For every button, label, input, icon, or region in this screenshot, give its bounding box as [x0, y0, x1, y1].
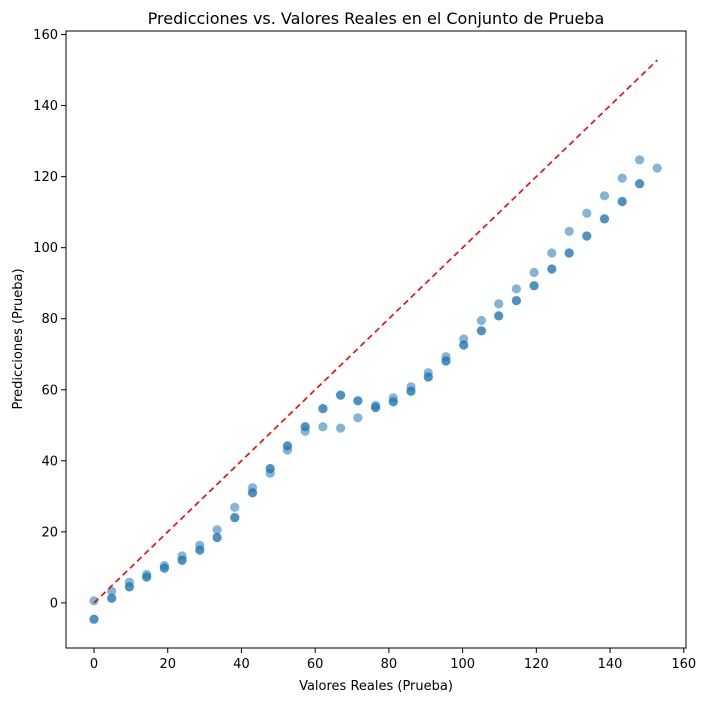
data-point-75: [529, 267, 539, 278]
x-tick-label-40: 40: [233, 657, 250, 672]
data-point-72: [511, 284, 521, 294]
data-point-14: [159, 563, 169, 573]
data-point-17: [177, 555, 187, 565]
data-point-0: [89, 596, 99, 606]
y-tick-label-60: 60: [41, 383, 58, 398]
y-tick-label-0: 0: [50, 596, 58, 611]
data-point-96: [652, 163, 662, 173]
data-point-24: [230, 502, 240, 512]
data-point-68: [476, 326, 486, 336]
x-tick-label-120: 120: [524, 657, 549, 672]
x-tick-label-140: 140: [598, 657, 623, 672]
chart-title: Predicciones vs. Valores Reales en el Co…: [148, 9, 605, 28]
x-tick-label-100: 100: [450, 657, 475, 672]
data-point-45: [353, 413, 363, 423]
x-tick-label-60: 60: [307, 657, 324, 672]
x-tick-label-160: 160: [671, 657, 696, 672]
data-point-35: [282, 441, 293, 451]
data-point-87: [599, 191, 610, 201]
data-point-80: [547, 264, 557, 274]
data-point-78: [547, 248, 557, 258]
data-point-8: [124, 582, 134, 592]
y-tick-label-80: 80: [41, 312, 58, 327]
data-point-66: [476, 315, 486, 326]
data-point-42: [336, 423, 346, 433]
data-point-74: [511, 296, 521, 306]
data-point-26: [230, 513, 240, 523]
y-tick-label-120: 120: [33, 170, 58, 185]
reference-line: [93, 59, 658, 604]
y-axis-label: Predicciones (Prueba): [11, 268, 26, 409]
data-point-29: [247, 488, 258, 498]
data-point-81: [564, 226, 574, 236]
y-axis-ticks: 0 20 40 60 80 100 120 140 160: [33, 28, 66, 611]
data-point-86: [582, 231, 592, 241]
data-point-90: [617, 173, 627, 183]
data-point-83: [564, 248, 574, 258]
data-point-11: [142, 572, 152, 582]
x-axis-ticks: 0 20 40 60 80 100 120 140 160: [90, 648, 696, 672]
data-point-39: [318, 422, 328, 432]
data-point-23: [212, 532, 222, 543]
data-point-69: [494, 299, 504, 309]
data-point-41: [318, 404, 328, 414]
data-point-20: [195, 545, 205, 555]
data-point-21: [212, 525, 222, 535]
x-tick-label-20: 20: [159, 657, 176, 672]
y-tick-label-160: 160: [33, 28, 58, 43]
data-point-84: [582, 208, 592, 218]
data-point-47: [353, 396, 363, 406]
data-point-50: [371, 402, 381, 413]
data-point-92: [617, 196, 627, 207]
data-point-77: [529, 281, 539, 291]
data-point-62: [441, 356, 451, 366]
x-axis-label: Valores Reales (Prueba): [299, 679, 453, 694]
data-point-65: [459, 340, 469, 350]
data-point-53: [388, 397, 398, 407]
data-point-93: [635, 155, 645, 165]
data-point-89: [599, 214, 610, 224]
data-point-56: [406, 386, 416, 396]
plot-area-frame: [65, 30, 687, 649]
data-point-38: [300, 422, 310, 432]
data-point-32: [265, 464, 275, 474]
data-point-95: [635, 179, 645, 189]
data-point-2: [89, 614, 99, 624]
data-point-44: [336, 390, 346, 400]
data-point-5: [107, 593, 117, 603]
data-point-71: [494, 311, 504, 321]
y-tick-label-140: 140: [33, 99, 58, 114]
data-point-59: [423, 372, 433, 382]
y-tick-label-40: 40: [41, 454, 58, 469]
data-points: [89, 155, 662, 624]
y-tick-label-20: 20: [41, 525, 58, 540]
y-tick-label-100: 100: [33, 241, 58, 256]
x-tick-label-0: 0: [90, 657, 98, 672]
x-tick-label-80: 80: [381, 657, 398, 672]
